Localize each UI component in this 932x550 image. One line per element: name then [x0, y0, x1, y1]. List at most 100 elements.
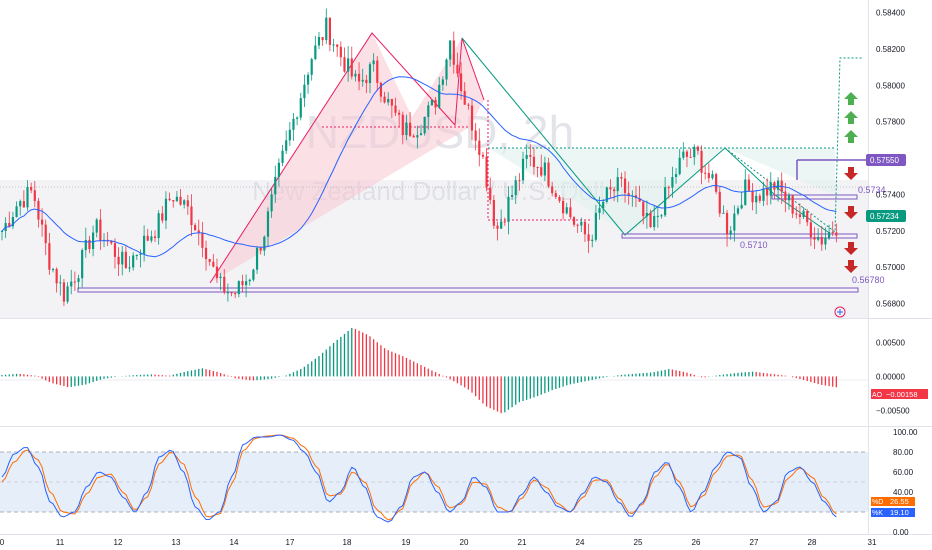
candle-body[interactable] — [241, 281, 244, 286]
candle-body[interactable] — [755, 195, 758, 203]
candle-body[interactable] — [656, 215, 659, 217]
candle-body[interactable] — [452, 40, 455, 65]
candle-body[interactable] — [383, 96, 386, 103]
candle-body[interactable] — [441, 79, 444, 85]
candle-body[interactable] — [638, 198, 641, 202]
candle-body[interactable] — [66, 286, 69, 302]
candle-body[interactable] — [594, 212, 597, 240]
candle-body[interactable] — [215, 266, 219, 279]
candle-body[interactable] — [0, 230, 4, 232]
candle-body[interactable] — [73, 281, 76, 283]
candle-body[interactable] — [357, 73, 361, 82]
candle-body[interactable] — [532, 156, 536, 168]
candle-body[interactable] — [678, 157, 681, 175]
candle-body[interactable] — [609, 187, 612, 190]
candle-body[interactable] — [226, 292, 229, 294]
candle-body[interactable] — [219, 276, 222, 279]
candle-body[interactable] — [164, 198, 168, 221]
candle-body[interactable] — [55, 269, 58, 284]
candle-body[interactable] — [190, 206, 193, 226]
candle-body[interactable] — [693, 146, 696, 158]
candle-body[interactable] — [325, 17, 328, 41]
candle-body[interactable] — [740, 204, 743, 209]
candle-body[interactable] — [766, 188, 769, 196]
candle-body[interactable] — [77, 278, 80, 282]
candle-body[interactable] — [798, 214, 802, 217]
candle-body[interactable] — [591, 239, 594, 241]
candle-body[interactable] — [266, 211, 270, 237]
candle-body[interactable] — [463, 91, 466, 105]
candle-body[interactable] — [707, 173, 710, 179]
candle-body[interactable] — [124, 251, 127, 268]
candle-body[interactable] — [817, 236, 820, 240]
candle-body[interactable] — [139, 253, 142, 256]
candle-body[interactable] — [95, 219, 98, 233]
candle-body[interactable] — [372, 60, 375, 65]
candle-body[interactable] — [722, 212, 725, 214]
candle-body[interactable] — [91, 232, 95, 250]
double-top-outline[interactable] — [209, 32, 485, 284]
candle-body[interactable] — [795, 213, 798, 215]
candle-body[interactable] — [317, 37, 321, 46]
candle-body[interactable] — [478, 140, 481, 155]
candle-body[interactable] — [88, 239, 91, 250]
level-0-5734[interactable] — [771, 194, 858, 200]
candle-body[interactable] — [234, 293, 237, 295]
candle-body[interactable] — [616, 177, 619, 192]
candle-body[interactable] — [762, 188, 765, 201]
candle-body[interactable] — [387, 98, 390, 103]
candle-body[interactable] — [376, 60, 379, 83]
candle-body[interactable] — [543, 162, 546, 176]
candle-body[interactable] — [237, 281, 240, 295]
candle-body[interactable] — [551, 186, 554, 194]
candle-body[interactable] — [583, 221, 587, 235]
candle-body[interactable] — [328, 17, 332, 45]
candle-body[interactable] — [70, 281, 73, 287]
candle-body[interactable] — [128, 267, 131, 269]
candle-body[interactable] — [347, 58, 350, 72]
candle-body[interactable] — [809, 222, 812, 238]
candle-body[interactable] — [747, 179, 751, 191]
candle-body[interactable] — [744, 179, 747, 205]
candle-body[interactable] — [135, 255, 138, 257]
candle-body[interactable] — [769, 182, 772, 196]
candle-body[interactable] — [48, 243, 51, 270]
candle-body[interactable] — [572, 217, 576, 225]
flag-zone[interactable] — [488, 148, 835, 235]
candle-body[interactable] — [467, 104, 470, 106]
candle-body[interactable] — [263, 236, 266, 251]
candle-body[interactable] — [434, 99, 437, 108]
candle-body[interactable] — [281, 150, 284, 163]
candle-body[interactable] — [518, 180, 521, 182]
candle-body[interactable] — [44, 224, 47, 244]
candle-body[interactable] — [390, 98, 393, 106]
candle-body[interactable] — [602, 201, 605, 209]
candle-body[interactable] — [791, 195, 794, 214]
candle-body[interactable] — [157, 213, 160, 239]
candles[interactable] — [0, 8, 838, 307]
candle-body[interactable] — [150, 236, 153, 241]
candle-body[interactable] — [540, 167, 543, 176]
candle-body[interactable] — [569, 207, 572, 218]
candle-body[interactable] — [496, 225, 499, 229]
candle-body[interactable] — [172, 200, 175, 202]
time-axis[interactable]: 0 11 12 13 14 17 18 19 20 21 24 25 26 27 28 31 — [0, 538, 877, 547]
candle-body[interactable] — [649, 212, 652, 228]
candle-body[interactable] — [623, 178, 627, 194]
candle-body[interactable] — [827, 231, 831, 238]
candle-body[interactable] — [430, 99, 434, 106]
candle-body[interactable] — [303, 84, 306, 99]
candle-body[interactable] — [99, 219, 102, 241]
candle-body[interactable] — [674, 174, 678, 177]
candle-body[interactable] — [514, 180, 517, 196]
candle-body[interactable] — [576, 224, 579, 226]
candle-body[interactable] — [186, 200, 189, 207]
candle-body[interactable] — [412, 135, 415, 138]
ao-histogram[interactable] — [1, 327, 838, 414]
candle-body[interactable] — [30, 186, 33, 191]
candle-body[interactable] — [689, 156, 692, 158]
candle-body[interactable] — [474, 130, 477, 141]
candle-body[interactable] — [419, 133, 423, 136]
candle-body[interactable] — [230, 292, 233, 294]
moving-average[interactable] — [1, 76, 837, 258]
